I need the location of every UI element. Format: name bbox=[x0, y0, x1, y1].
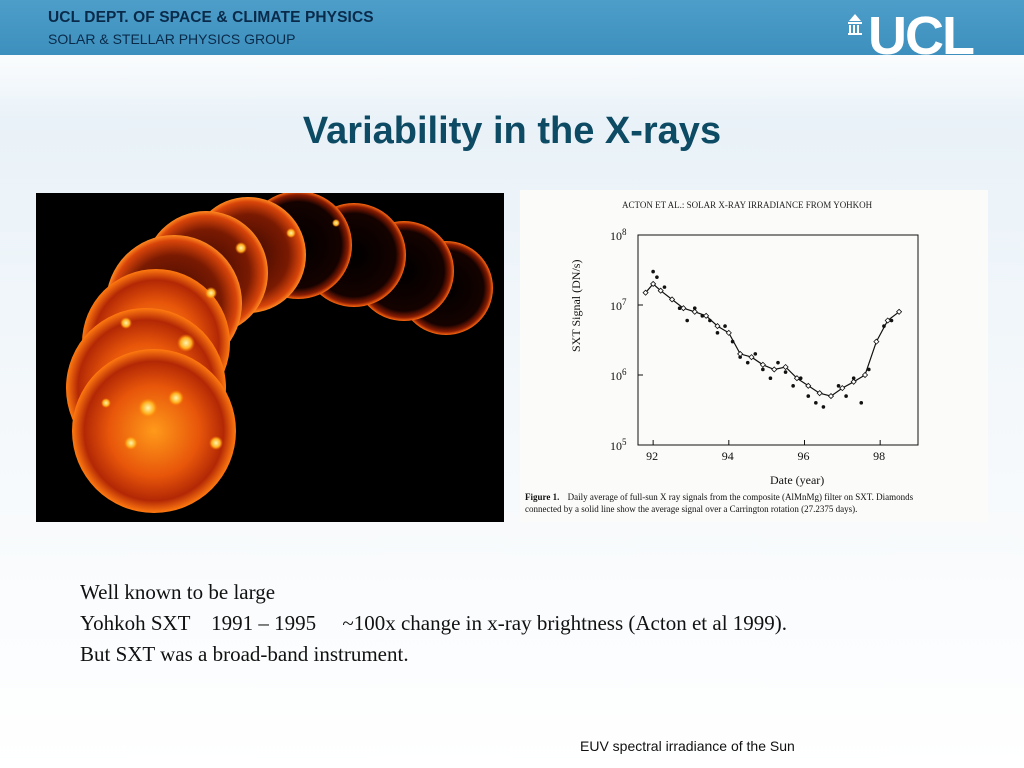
x-tick-label: 98 bbox=[873, 449, 885, 463]
plot-frame bbox=[637, 234, 919, 446]
average-diamond bbox=[884, 317, 891, 324]
x-tick-label: 92 bbox=[646, 449, 658, 463]
data-point bbox=[776, 360, 780, 365]
data-point bbox=[753, 352, 758, 356]
average-diamond bbox=[748, 354, 755, 361]
data-point bbox=[859, 401, 864, 405]
slide-title: Variability in the X-rays bbox=[302, 110, 722, 152]
average-diamond bbox=[827, 393, 835, 400]
body-line-1: Well known to be large bbox=[80, 580, 276, 604]
data-point bbox=[851, 376, 856, 381]
average-diamond bbox=[737, 350, 744, 357]
ucl-logo: UCL bbox=[848, 9, 976, 55]
y-tick-label: 105 bbox=[610, 437, 627, 453]
caption-label: Figure 1. bbox=[525, 492, 559, 502]
data-point bbox=[791, 384, 795, 388]
average-diamond bbox=[896, 308, 903, 315]
data-point bbox=[662, 285, 667, 289]
svg-text:UCL: UCL bbox=[868, 9, 974, 55]
data-point bbox=[685, 318, 689, 323]
average-diamond bbox=[793, 375, 800, 382]
data-point bbox=[798, 376, 803, 381]
average-diamond bbox=[691, 308, 698, 315]
y-tick-label: 106 bbox=[610, 367, 627, 383]
group-name: SOLAR & STELLAR PHYSICS GROUP bbox=[48, 31, 296, 47]
data-point bbox=[761, 367, 765, 372]
average-diamond bbox=[839, 385, 846, 392]
data-point bbox=[677, 306, 682, 311]
data-point bbox=[651, 269, 655, 274]
figure-header: ACTON ET AL.: SOLAR X-RAY IRRADIANCE FRO… bbox=[622, 200, 873, 210]
body-line-2: Yohkoh SXT 1991 – 1995 ~100x change in x… bbox=[80, 611, 788, 635]
footer-text: EUV spectral irradiance of the Sun bbox=[580, 738, 795, 754]
data-point bbox=[844, 394, 848, 398]
caption-line1: Daily average of full-sun X ray signals … bbox=[568, 492, 914, 502]
average-diamond bbox=[816, 390, 823, 397]
data-point bbox=[867, 367, 871, 372]
chart-ticks: 92 94 96 98 105 106 107 108 bbox=[610, 227, 885, 463]
y-tick-label: 108 bbox=[610, 227, 627, 243]
data-point bbox=[723, 324, 727, 328]
data-point bbox=[655, 275, 659, 279]
caption-line2: connected by a solid line show the avera… bbox=[525, 504, 857, 514]
yohkoh-sun-image bbox=[36, 193, 504, 522]
chart-axes bbox=[637, 234, 919, 446]
average-diamond bbox=[642, 289, 649, 296]
data-point bbox=[836, 384, 841, 388]
average-diamond bbox=[861, 371, 869, 379]
average-diamond bbox=[657, 287, 664, 294]
data-point bbox=[783, 370, 788, 374]
y-axis-label: SXT Signal (DN/s) bbox=[569, 260, 583, 352]
svg-text:Figure 1. Daily average: Figure 1. Daily average of full-sun X ra… bbox=[525, 492, 914, 502]
average-diamond bbox=[714, 323, 721, 330]
data-point bbox=[768, 376, 773, 381]
data-point bbox=[806, 394, 811, 398]
rotation-average-line bbox=[642, 280, 903, 400]
average-line-path bbox=[645, 283, 900, 397]
data-point bbox=[745, 360, 750, 365]
average-diamond bbox=[725, 329, 732, 336]
average-diamond bbox=[668, 296, 676, 303]
average-diamond bbox=[850, 378, 857, 385]
average-diamond bbox=[650, 280, 657, 287]
header-banner: UCL DEPT. OF SPACE & CLIMATE PHYSICS SOL… bbox=[0, 0, 1024, 55]
data-point bbox=[889, 318, 894, 323]
data-point bbox=[715, 331, 720, 335]
average-diamond bbox=[873, 338, 880, 345]
sun-sequence-image bbox=[36, 193, 504, 522]
department-name: UCL DEPT. OF SPACE & CLIMATE PHYSICS bbox=[48, 9, 374, 26]
data-point bbox=[692, 306, 697, 311]
y-tick-label: 107 bbox=[610, 297, 627, 313]
data-point bbox=[814, 401, 818, 405]
average-diamond bbox=[759, 361, 766, 368]
acton-figure: ACTON ET AL.: SOLAR X-RAY IRRADIANCE FRO… bbox=[520, 190, 988, 522]
body-line-3: But SXT was a broad-band instrument. bbox=[80, 642, 409, 666]
slide-body: Well known to be large Yohkoh SXT 1991 –… bbox=[80, 577, 787, 670]
x-axis-label: Date (year) bbox=[770, 473, 824, 487]
x-tick-label: 94 bbox=[722, 449, 734, 463]
average-diamond bbox=[771, 366, 778, 373]
average-diamond bbox=[680, 305, 687, 312]
xray-irradiance-chart: ACTON ET AL.: SOLAR X-RAY IRRADIANCE FRO… bbox=[525, 200, 919, 514]
data-point bbox=[821, 405, 826, 409]
average-diamond bbox=[782, 363, 789, 371]
average-diamond bbox=[805, 382, 812, 389]
average-diamond bbox=[703, 312, 710, 319]
x-tick-label: 96 bbox=[797, 449, 809, 463]
data-points bbox=[643, 269, 901, 409]
data-point bbox=[738, 355, 742, 359]
